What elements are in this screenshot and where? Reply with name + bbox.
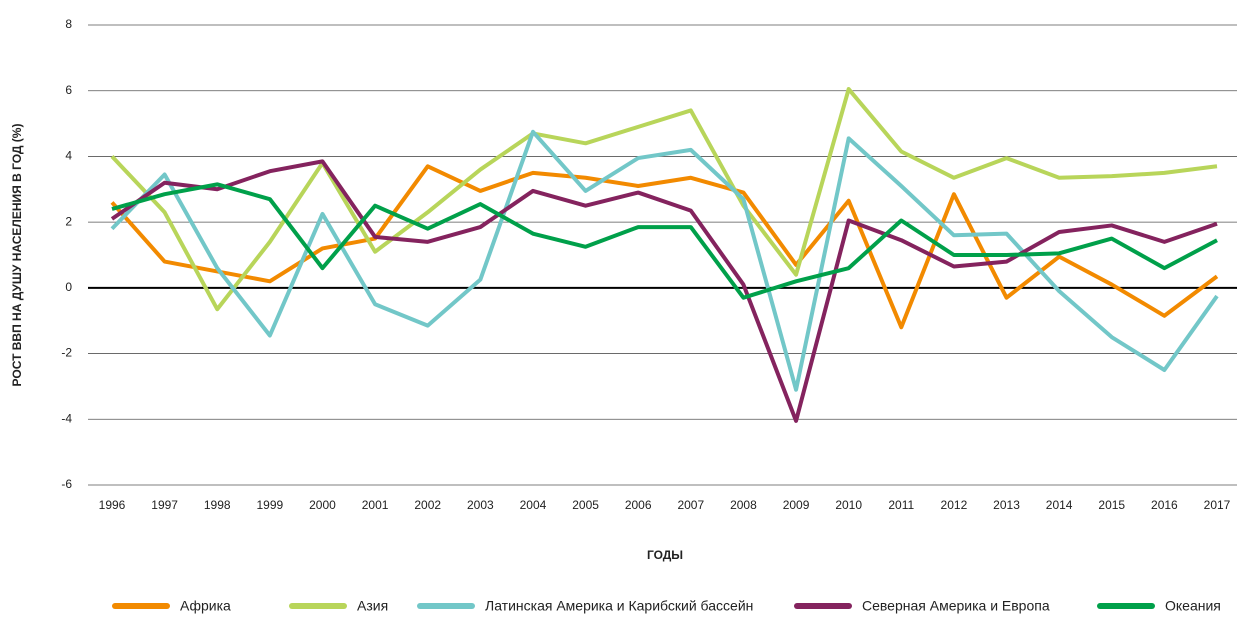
x-tick-label: 2005 xyxy=(572,498,599,512)
x-tick-label: 2014 xyxy=(1046,498,1073,512)
x-tick-label: 2016 xyxy=(1151,498,1178,512)
x-tick-label: 2011 xyxy=(888,498,914,512)
x-tick-label: 2008 xyxy=(730,498,757,512)
y-tick-label: -6 xyxy=(61,477,72,491)
x-tick-label: 2009 xyxy=(783,498,810,512)
x-tick-label: 2015 xyxy=(1098,498,1125,512)
x-tick-label: 2004 xyxy=(520,498,547,512)
legend-label: Латинская Америка и Карибский бассейн xyxy=(485,598,753,614)
series-line xyxy=(110,129,1219,392)
y-tick-label: -4 xyxy=(61,411,72,425)
legend-label: Азия xyxy=(357,598,388,614)
x-tick-label: 1997 xyxy=(151,498,178,512)
x-tick-label: 2010 xyxy=(835,498,862,512)
y-tick-label: 2 xyxy=(65,214,72,228)
y-tick-label: 6 xyxy=(65,83,72,97)
legend-label: Северная Америка и Европа xyxy=(862,598,1050,614)
x-tick-label: 2001 xyxy=(362,498,389,512)
x-tick-label: 2006 xyxy=(625,498,652,512)
x-tick-label: 1996 xyxy=(99,498,126,512)
series-line xyxy=(110,159,1218,423)
series-line xyxy=(110,164,1219,330)
legend-label: Африка xyxy=(180,598,231,614)
series-line xyxy=(111,182,1218,300)
series-line xyxy=(110,87,1218,312)
y-tick-label: 8 xyxy=(65,17,72,31)
x-axis-label: ГОДЫ xyxy=(647,548,683,562)
x-tick-label: 1998 xyxy=(204,498,231,512)
y-axis-label: РОСТ ВВП НА ДУШУ НАСЕЛЕНИЯ В ГОД (%) xyxy=(10,124,24,387)
x-tick-label: 2003 xyxy=(467,498,494,512)
x-tick-label: 2000 xyxy=(309,498,336,512)
y-tick-label: -2 xyxy=(61,346,72,360)
x-tick-label: 2013 xyxy=(993,498,1020,512)
x-tick-label: 2007 xyxy=(677,498,704,512)
x-tick-label: 2012 xyxy=(941,498,968,512)
y-tick-label: 4 xyxy=(65,149,72,163)
x-tick-label: 2017 xyxy=(1204,498,1231,512)
x-tick-label: 1999 xyxy=(257,498,284,512)
legend-label: Океания xyxy=(1165,598,1221,614)
y-tick-label: 0 xyxy=(65,280,72,294)
x-tick-label: 2002 xyxy=(414,498,441,512)
